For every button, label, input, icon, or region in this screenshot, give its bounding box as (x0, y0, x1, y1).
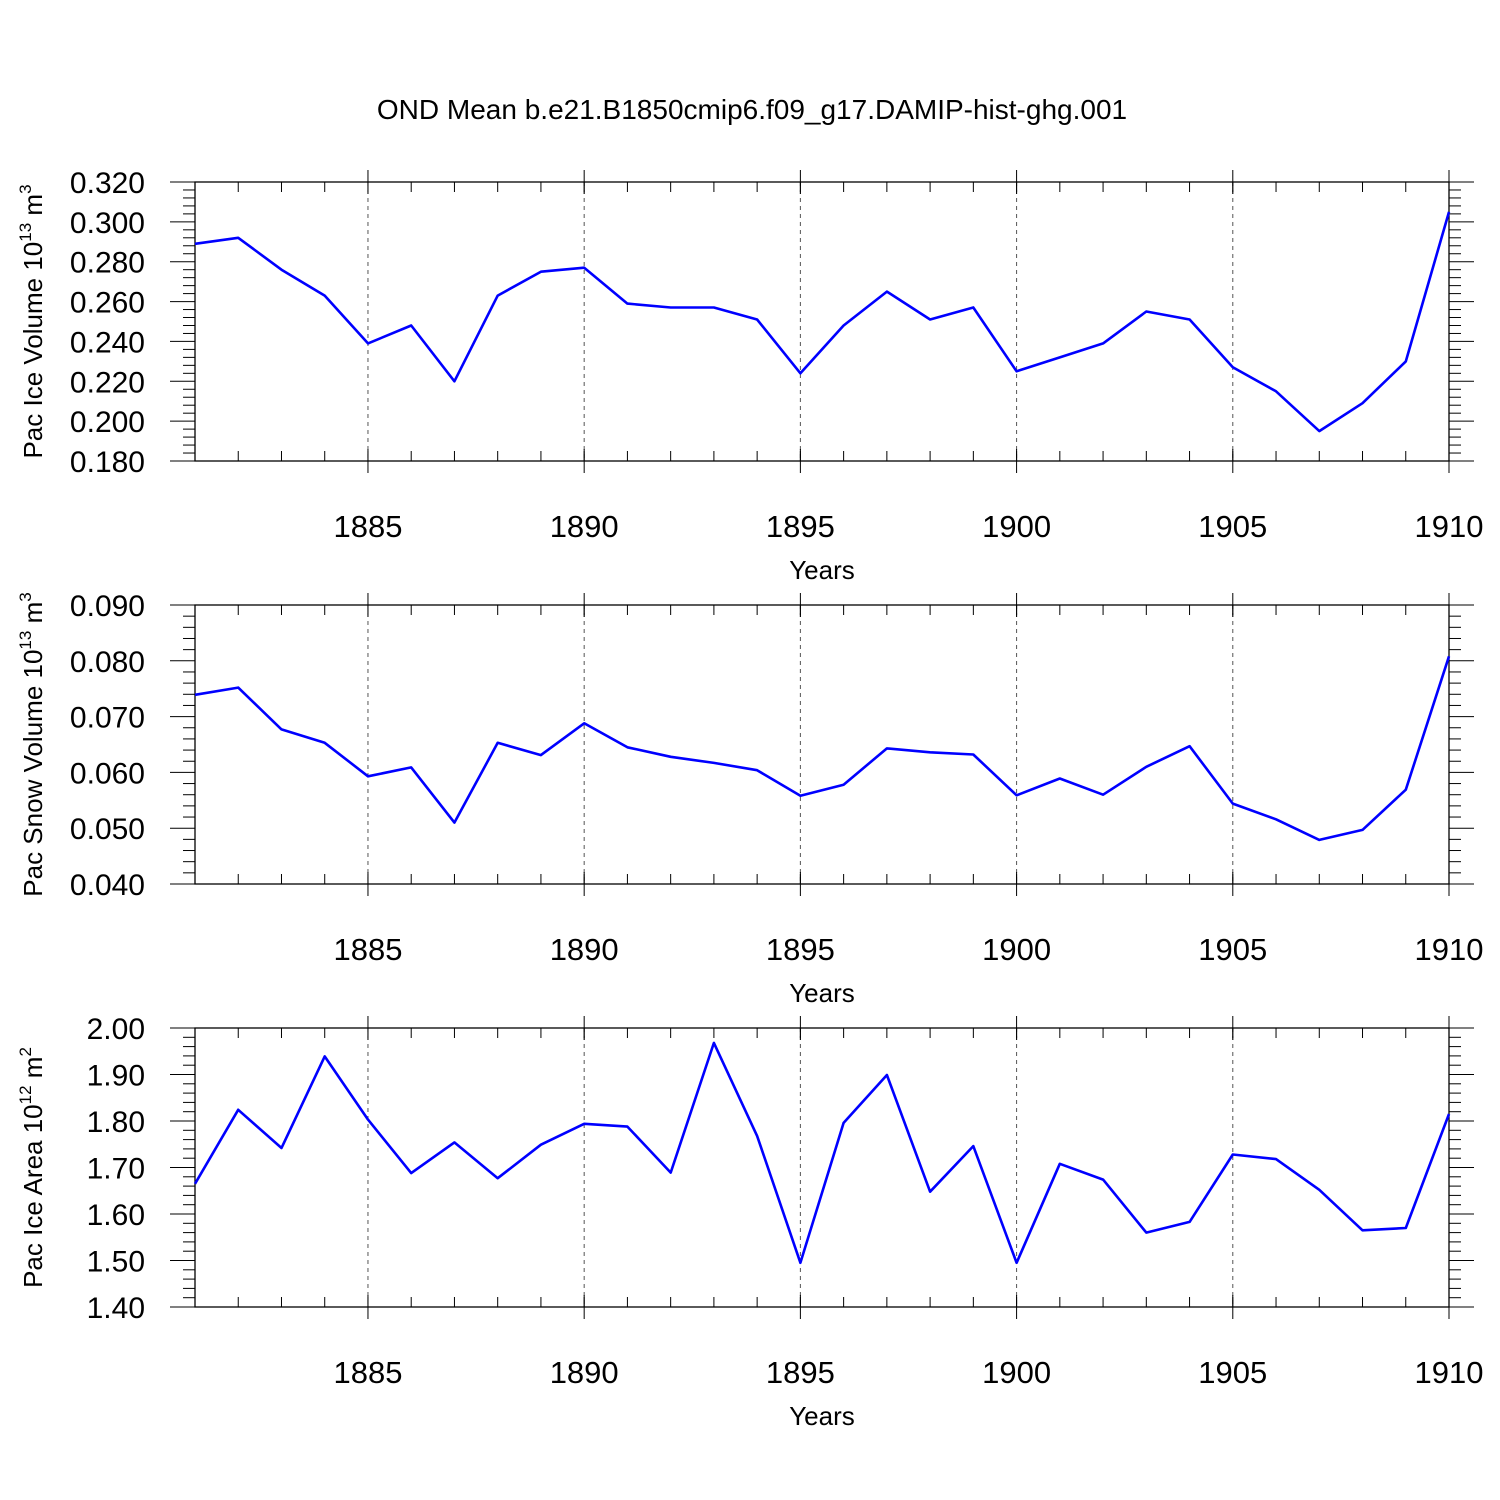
y-tick-label: 1.70 (87, 1153, 145, 1186)
x-tick-label: 1910 (1415, 509, 1484, 544)
y-tick-label: 0.280 (70, 247, 145, 280)
y-tick-label: 0.180 (70, 446, 145, 479)
y-tick-label: 1.60 (87, 1199, 145, 1232)
x-tick-label: 1905 (1198, 509, 1267, 544)
series-line (194, 211, 1451, 433)
y-tick-label: 0.240 (70, 326, 145, 359)
y-tick-label: 2.00 (87, 1013, 145, 1046)
x-tick-label: 1895 (766, 509, 835, 544)
chart-panel-1: 0.180 0.200 0.220 0.240 0.260 0.280 0.300 0.320… (16, 167, 1483, 585)
y-tick-label: 0.220 (70, 366, 145, 399)
x-tick-label: 1910 (1415, 1355, 1484, 1390)
x-tick-label: 1905 (1198, 1355, 1267, 1390)
x-tick-label: 1890 (550, 1355, 619, 1390)
y-tick-label: 1.80 (87, 1106, 145, 1139)
chart-panels: 0.180 0.200 0.220 0.240 0.260 0.280 0.300 0.320… (16, 167, 1483, 1431)
plot-frame (194, 181, 1450, 462)
y-tick-label: 0.320 (70, 167, 145, 200)
chart-panel-3: 1.40 1.50 1.60 1.70 1.80 1.90 2.00 1885 1890 1895… (16, 1013, 1483, 1431)
x-axis-label: Years (789, 1401, 855, 1431)
y-tick-label: 0.040 (70, 869, 145, 902)
x-tick-label: 1885 (333, 1355, 402, 1390)
plot-frame (194, 604, 1450, 885)
x-tick-label: 1885 (333, 509, 402, 544)
x-tick-label: 1910 (1415, 932, 1484, 967)
y-tick-label: 0.050 (70, 813, 145, 846)
y-tick-label: 0.300 (70, 207, 145, 240)
x-tick-label: 1905 (1198, 932, 1267, 967)
x-tick-label: 1890 (550, 509, 619, 544)
x-tick-label: 1895 (766, 932, 835, 967)
x-axis-label: Years (789, 555, 855, 585)
x-axis-label: Years (789, 978, 855, 1008)
x-tick-label: 1890 (550, 932, 619, 967)
y-tick-label: 0.260 (70, 287, 145, 320)
y-axis-label: Pac Ice Area 1012 m2 (16, 1047, 48, 1288)
y-tick-label: 0.070 (70, 702, 145, 735)
y-tick-label: 0.200 (70, 406, 145, 439)
chart-panel-2: 0.040 0.050 0.060 0.070 0.080 0.090 1885 1890 18… (16, 590, 1483, 1008)
y-tick-label: 0.090 (70, 590, 145, 623)
y-tick-label: 0.060 (70, 757, 145, 790)
y-tick-label: 0.080 (70, 646, 145, 679)
y-tick-label: 1.90 (87, 1060, 145, 1093)
x-tick-label: 1900 (982, 509, 1051, 544)
x-tick-label: 1885 (333, 932, 402, 967)
y-axis-label: Pac Snow Volume 1013 m3 (16, 592, 48, 896)
x-tick-label: 1895 (766, 1355, 835, 1390)
y-tick-label: 1.40 (87, 1292, 145, 1325)
series-line (194, 655, 1451, 842)
x-tick-label: 1900 (982, 1355, 1051, 1390)
x-tick-label: 1900 (982, 932, 1051, 967)
y-axis-label: Pac Ice Volume 1013 m3 (16, 184, 48, 458)
figure-title: OND Mean b.e21.B1850cmip6.f09_g17.DAMIP-… (377, 94, 1127, 125)
series-line (193, 1041, 1451, 1265)
y-tick-label: 1.50 (87, 1246, 145, 1279)
plot-frame (194, 1027, 1450, 1308)
